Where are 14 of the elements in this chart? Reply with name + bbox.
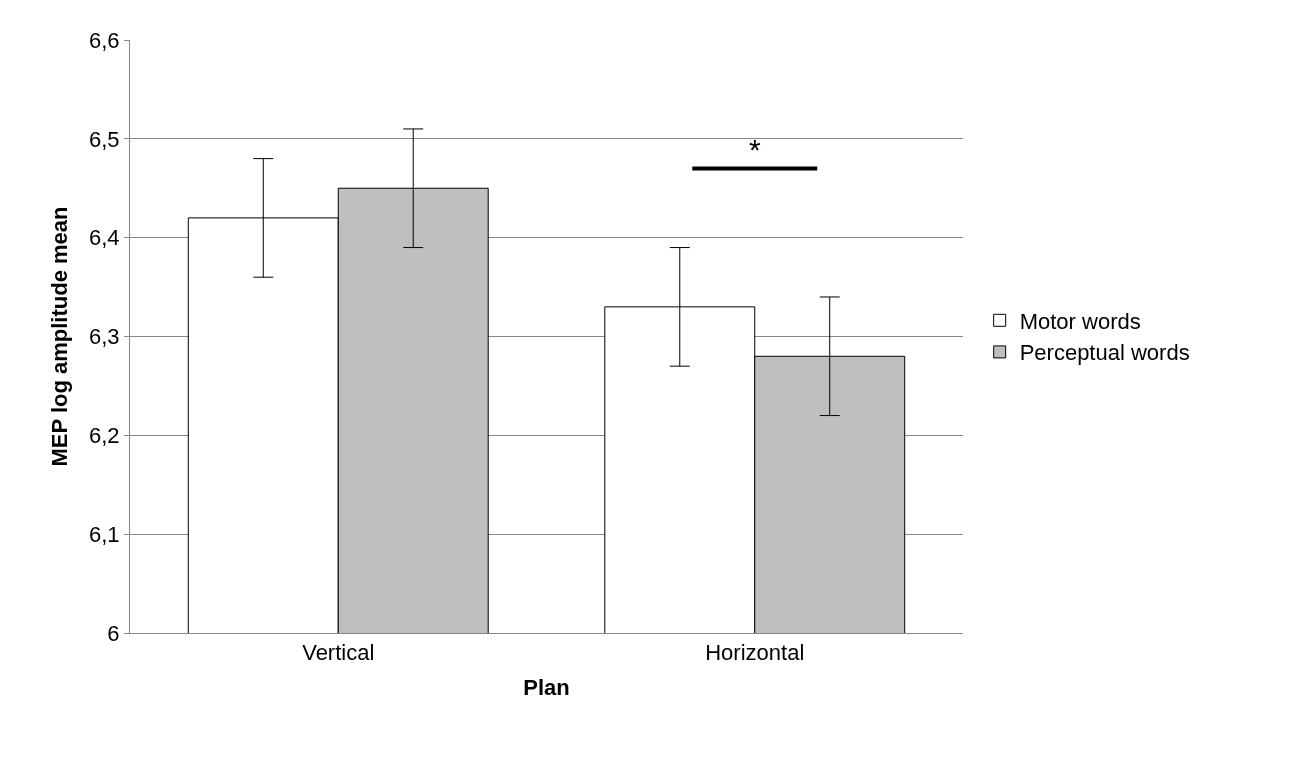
legend-label: Motor words [1019,308,1141,334]
y-tick-label: 6,3 [89,324,120,350]
annotation: * [749,133,761,166]
y-tick-label: 6,6 [89,27,120,53]
y-tick-label: 6,4 [89,225,120,251]
y-tick-label: 6,1 [89,521,120,547]
y-tick-label: 6,5 [89,126,120,152]
x-axis-title: Plan [523,675,570,701]
x-tick-label: Horizontal [705,640,805,666]
y-axis-title: MEP log amplitude mean [46,206,72,467]
x-tick-label: Vertical [302,640,375,666]
legend-label: Perceptual words [1019,340,1190,366]
y-tick-label: 6 [107,620,120,646]
y-tick-label: 6,2 [89,423,120,449]
